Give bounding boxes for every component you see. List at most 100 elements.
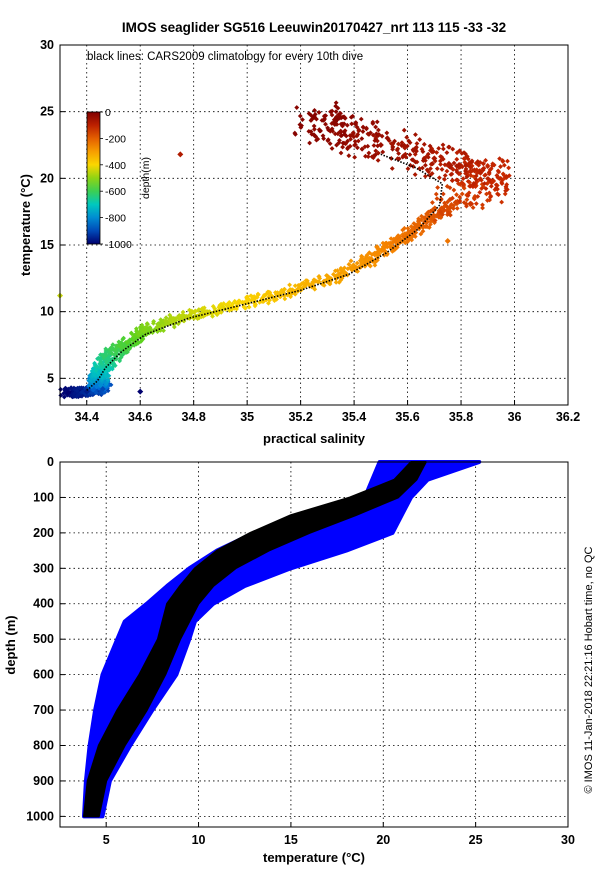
ts-point: [118, 354, 124, 360]
ts-point: [490, 178, 497, 184]
ts-point: [345, 138, 350, 144]
ts-point: [372, 262, 378, 268]
colorbar-tick-label: -200: [105, 133, 126, 145]
ts-point: [412, 224, 418, 230]
ts-point: [297, 113, 303, 119]
ts-point: [91, 371, 97, 377]
ts-point: [436, 175, 442, 181]
ts-point: [333, 274, 339, 280]
ts-point: [246, 304, 252, 310]
ts-point: [494, 173, 500, 178]
ts-point: [384, 130, 390, 136]
ts-point: [346, 153, 352, 159]
ts-point: [321, 282, 327, 288]
ts-point: [459, 150, 465, 156]
ts-point: [446, 160, 452, 166]
ts-point: [104, 379, 110, 385]
ts-point: [292, 283, 298, 289]
ts-point: [118, 351, 123, 357]
ts-point: [136, 332, 142, 337]
ts-point: [454, 169, 460, 175]
ts-point: [145, 326, 152, 332]
ts-y-tick-label: 30: [40, 38, 54, 52]
ts-point: [335, 268, 340, 273]
ts-point: [325, 137, 331, 143]
ts-point: [413, 159, 418, 165]
ts-point: [365, 154, 371, 160]
ts-point: [368, 130, 373, 136]
ts-point: [360, 129, 366, 134]
ts-point: [380, 149, 386, 155]
figure-title: IMOS seaglider SG516 Leeuwin20170427_nrt…: [122, 20, 506, 35]
ts-point: [421, 141, 427, 147]
ts-point: [442, 173, 448, 178]
ts-point: [432, 205, 438, 211]
ts-point: [337, 128, 344, 135]
ts-x-tick-label: 34.8: [182, 410, 206, 424]
ts-point: [374, 131, 379, 137]
ts-point: [292, 291, 298, 297]
ts-point: [110, 342, 116, 348]
ts-point: [360, 124, 366, 130]
ts-plot-frame: [59, 44, 569, 406]
ts-point: [279, 287, 285, 293]
ts-point: [442, 162, 448, 168]
ts-point: [353, 264, 359, 270]
dp-x-tick-label: 10: [192, 833, 206, 847]
ts-point: [485, 176, 490, 182]
ts-point: [488, 183, 494, 189]
dp-y-tick-label: 700: [33, 703, 54, 717]
ts-point: [428, 221, 433, 227]
ts-point: [364, 258, 371, 264]
ts-point: [413, 132, 418, 138]
ts-point: [108, 382, 114, 388]
ts-point: [336, 112, 341, 117]
ts-point: [121, 335, 126, 341]
ts-point: [483, 158, 488, 163]
colorbar-tick-label: -400: [105, 160, 126, 172]
ts-point: [210, 313, 215, 319]
ts-point: [112, 363, 118, 368]
ts-point: [457, 148, 462, 154]
ts-point: [370, 121, 376, 127]
ts-point: [242, 305, 248, 311]
ts-point: [492, 187, 498, 193]
ts-point: [359, 260, 364, 266]
ts-point: [326, 274, 332, 280]
ts-point: [444, 204, 450, 209]
ts-point: [493, 185, 499, 191]
ts-point: [281, 287, 287, 292]
ts-point: [252, 300, 257, 306]
ts-point: [103, 373, 109, 379]
ts-point: [339, 269, 344, 275]
ts-point: [445, 206, 451, 212]
ts-point: [501, 173, 507, 179]
ts-point: [131, 334, 137, 340]
ts-point: [323, 121, 328, 127]
ts-point: [321, 279, 326, 284]
ts-climatology-line: [86, 153, 444, 391]
ts-point: [111, 357, 117, 363]
ts-point: [444, 168, 450, 174]
dp-x-tick-label: 25: [469, 833, 483, 847]
ts-point: [429, 149, 435, 155]
ts-point: [451, 160, 457, 166]
ts-x-tick-label: 35: [240, 410, 254, 424]
ts-ticks: 34.4 34.6 34.8 35 35.2 35.4 35.6 35.8 36 36.2 5 10 1…: [40, 38, 580, 424]
ts-point: [348, 258, 354, 264]
ts-point: [334, 117, 340, 123]
ts-point: [409, 227, 415, 233]
ts-point: [414, 141, 420, 146]
ts-point: [221, 301, 227, 306]
dp-climatology-band: [83, 461, 427, 818]
ts-point: [338, 277, 344, 283]
ts-point: [438, 161, 443, 167]
ts-point: [505, 158, 510, 164]
ts-point: [129, 331, 135, 337]
colorbar-bar: [86, 111, 101, 245]
ts-point: [463, 166, 469, 172]
ts-point: [450, 146, 456, 152]
ts-point: [442, 200, 447, 206]
ts-point: [369, 154, 375, 160]
dp-y-tick-label: 300: [33, 561, 54, 575]
